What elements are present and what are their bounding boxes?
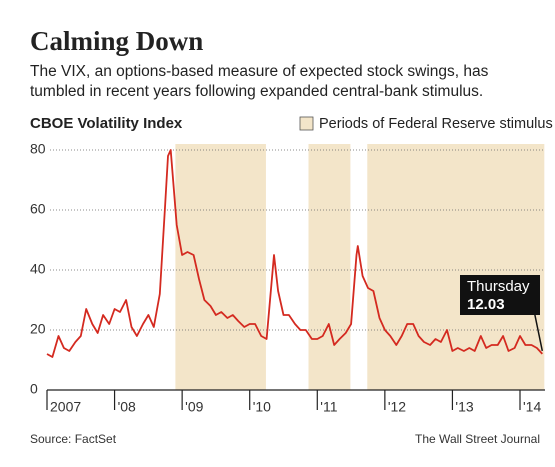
y-tick-label: 40 bbox=[30, 261, 46, 277]
stimulus-period bbox=[367, 144, 545, 390]
vix-line bbox=[46, 149, 543, 358]
x-tick-label: '08 bbox=[118, 399, 136, 415]
x-tick-label: '11 bbox=[320, 399, 337, 415]
annotation-label: Thursday bbox=[467, 278, 530, 295]
y-tick-label: 0 bbox=[30, 381, 38, 397]
y-tick-label: 60 bbox=[30, 201, 46, 217]
chart-title: Calming Down bbox=[30, 26, 203, 56]
x-tick-label: '13 bbox=[455, 399, 473, 415]
plot bbox=[50, 144, 545, 390]
annotation-box bbox=[460, 275, 540, 315]
annotation-pointer bbox=[533, 311, 544, 352]
credit: The Wall Street Journal bbox=[415, 432, 540, 446]
legend-label: Periods of Federal Reserve stimulus bbox=[319, 116, 553, 132]
x-tick-label: '12 bbox=[388, 399, 406, 415]
x-tick-label: '10 bbox=[253, 399, 271, 415]
y-tick-label: 80 bbox=[30, 141, 46, 157]
x-tick-label: 2007 bbox=[50, 399, 81, 415]
stimulus-period bbox=[308, 144, 351, 390]
legend-swatch bbox=[299, 116, 314, 131]
subtitle: tumbled in recent years following expand… bbox=[30, 83, 483, 100]
stimulus-period bbox=[175, 144, 266, 390]
x-tick-label: '14 bbox=[523, 399, 541, 415]
subtitle: The VIX, an options-based measure of exp… bbox=[30, 63, 489, 80]
annotation-value: 12.03 bbox=[467, 296, 505, 313]
y-tick-label: 20 bbox=[30, 321, 46, 337]
x-tick-label: '09 bbox=[185, 399, 203, 415]
source: Source: FactSet bbox=[30, 432, 117, 446]
y-axis-title: CBOE Volatility Index bbox=[30, 115, 183, 132]
